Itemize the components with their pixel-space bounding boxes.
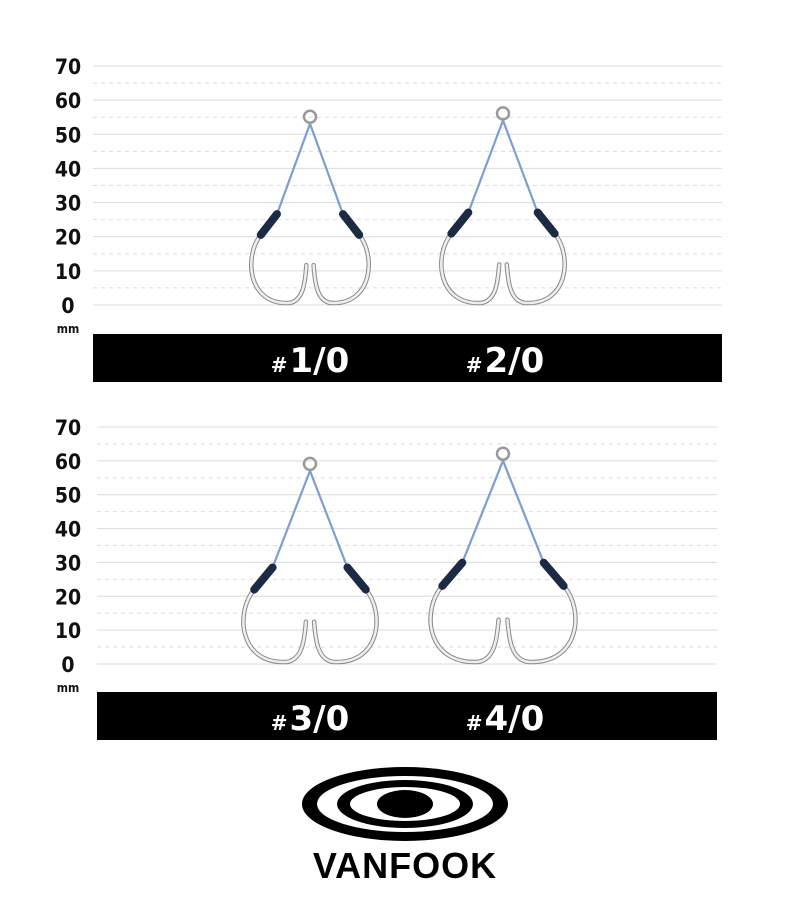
size-label-bar	[93, 334, 722, 382]
assist-cord	[467, 119, 505, 213]
hook-size-label: #1/0	[271, 341, 350, 381]
size-label-bar	[97, 692, 717, 740]
unit-label: mm	[57, 681, 80, 695]
shrink-tube	[438, 558, 467, 590]
hook-size-label: #4/0	[466, 699, 545, 739]
y-tick-label: 60	[55, 450, 81, 474]
assist-cord	[308, 470, 349, 568]
shrink-tube	[447, 208, 473, 238]
hook-shank	[505, 583, 578, 665]
assist-cord	[275, 123, 312, 215]
y-tick-label: 50	[55, 123, 81, 147]
solid-ring	[302, 109, 318, 125]
y-tick-label: 0	[61, 294, 74, 318]
double-assist-hook	[428, 446, 578, 665]
brand-name: VANFOOK	[313, 845, 497, 886]
assist-cord	[501, 119, 539, 213]
y-tick-label: 40	[55, 518, 81, 542]
assist-cord	[501, 460, 545, 564]
assist-cord	[461, 460, 505, 564]
y-tick-label: 20	[55, 226, 81, 250]
y-tick-label: 70	[55, 55, 81, 79]
hook-size-label: #3/0	[271, 699, 350, 739]
double-assist-hook	[249, 109, 371, 306]
size-panel: 0 10 20 30 40 50 60 70 mm #3/0 #4/0	[55, 416, 717, 740]
solid-ring	[302, 456, 318, 472]
size-panel: 0 10 20 30 40 50 60 70 mm #1/0 #2/0	[55, 55, 722, 382]
shrink-tube	[539, 558, 568, 590]
solid-ring	[495, 106, 511, 121]
y-tick-label: 10	[55, 619, 81, 643]
unit-label: mm	[57, 322, 80, 336]
y-tick-label: 60	[55, 89, 81, 113]
y-tick-label: 20	[55, 585, 81, 609]
assist-cord	[271, 470, 312, 568]
y-tick-label: 70	[55, 416, 81, 440]
shrink-tube	[256, 210, 281, 239]
shrink-tube	[343, 563, 370, 594]
y-tick-label: 30	[55, 192, 81, 216]
shrink-tube	[250, 563, 277, 594]
solid-ring	[495, 446, 511, 461]
y-tick-label: 40	[55, 157, 81, 181]
y-tick-label: 50	[55, 484, 81, 508]
hook-size-label: #2/0	[466, 341, 545, 381]
shrink-tube	[339, 210, 364, 239]
y-tick-label: 30	[55, 551, 81, 575]
double-assist-hook	[439, 106, 567, 306]
hook-shank	[428, 583, 501, 665]
shrink-tube	[533, 208, 559, 238]
assist-cord	[308, 123, 345, 215]
y-tick-label: 10	[55, 260, 81, 284]
y-tick-label: 0	[61, 653, 74, 677]
double-assist-hook	[241, 456, 379, 665]
vanfook-logo: VANFOOK	[302, 767, 508, 886]
